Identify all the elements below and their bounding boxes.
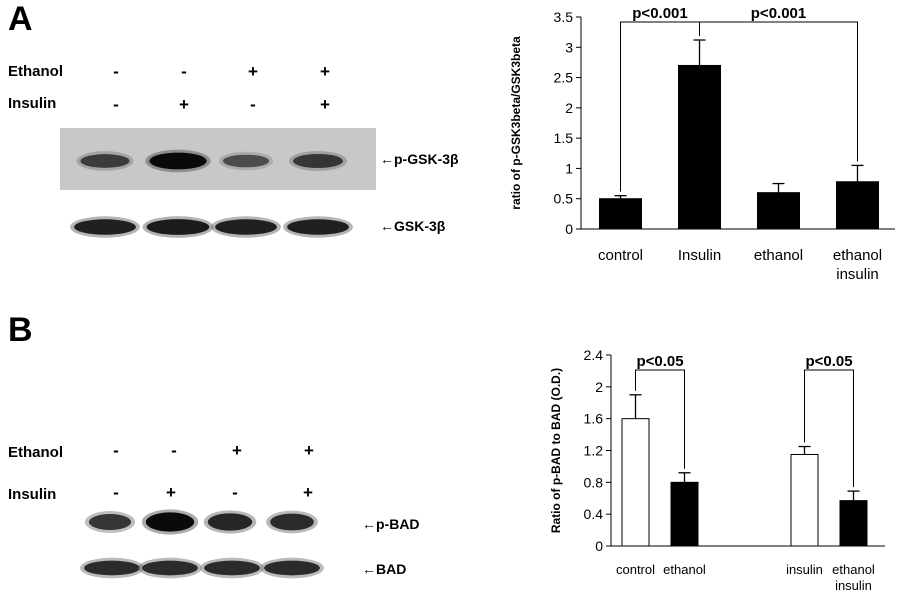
p-gsk3b-blot (76, 149, 347, 173)
x-category-label: insulin (786, 562, 823, 577)
bar-4 (836, 181, 879, 230)
bad-band-1 (84, 560, 140, 576)
panel-b-ethanol-sign-4: + (304, 441, 314, 460)
y-tick-label: 0 (565, 221, 573, 237)
significance-label-1: p<0.05 (636, 353, 683, 370)
y-tick-label: 1.5 (554, 130, 574, 146)
panel-a-ethanol-sign-4: + (320, 62, 330, 81)
bad-ratio-bar-chart: 0 0.4 0.8 1.2 1.6 2 2.4 Ratio of p-BAD to BAD (… (549, 347, 885, 593)
gsk3b-ratio-bar-chart: 0 0.5 1 1.5 2 2.5 3 3.5 ratio of p-GSK3beta/GSK3… (509, 5, 895, 283)
bad-band-3 (204, 560, 260, 576)
y-tick-label: 0 (595, 538, 603, 554)
panel-a-ethanol-sign-3: + (248, 62, 258, 81)
panel-b-ethanol-sign-2: - (171, 441, 177, 460)
gsk3b-band-3 (215, 219, 277, 235)
panel-b-insulin-sign-2: + (166, 483, 176, 502)
p-gsk3b-band-2 (149, 152, 207, 170)
y-tick-label: 3 (565, 39, 573, 55)
p-bad-blot (84, 509, 318, 535)
panel-b-ethanol-label: Ethanol (8, 444, 63, 461)
x-category-label: insulin (836, 266, 879, 283)
significance-bracket-2 (804, 369, 854, 488)
panel-b-ethanol-sign-3: + (232, 441, 242, 460)
bad-band-2 (142, 560, 198, 576)
gsk3b-band-2 (146, 219, 210, 235)
bar-3 (790, 453, 819, 547)
bad-label: ←BAD (362, 561, 407, 577)
panel-a-insulin-sign-1: - (113, 95, 119, 114)
p-gsk3b-band-1 (80, 154, 130, 168)
panel-a-insulin-label: Insulin (8, 95, 57, 112)
gsk3b-label: ←GSK-3β (380, 218, 446, 234)
gsk3b-blot (70, 216, 353, 238)
x-category-label: ethanol (833, 247, 882, 264)
significance-bracket-2 (699, 21, 858, 162)
p-bad-band-3 (207, 513, 253, 531)
y-tick-label: 3.5 (554, 9, 574, 25)
y-tick-label: 2.4 (584, 347, 604, 363)
panel-a-ethanol-label: Ethanol (8, 63, 63, 80)
y-tick-label: 1 (565, 160, 573, 176)
p-bad-band-1 (88, 514, 132, 530)
x-category-label: ethanol (832, 562, 875, 577)
panel-b-insulin-sign-1: - (113, 483, 119, 502)
arrow-left-icon: ← (380, 218, 394, 234)
panel-b-western-blots (80, 509, 324, 579)
y-tick-label: 2.5 (554, 70, 574, 86)
gsk3b-band-1 (74, 219, 136, 235)
panel-a-insulin-sign-4: + (320, 95, 330, 114)
panel-a-ethanol-sign-1: - (113, 62, 119, 81)
arrow-left-icon: ← (362, 516, 376, 532)
gsk3b-band-4 (287, 219, 349, 235)
bar-4 (839, 500, 868, 547)
bar-1 (621, 418, 650, 547)
y-tick-label: 1.6 (584, 411, 604, 427)
y-tick-label: 2 (595, 379, 603, 395)
panel-a-insulin-sign-3: - (250, 95, 256, 114)
panel-b-letter: B (8, 311, 33, 349)
significance-label-2: p<0.05 (805, 353, 852, 370)
significance-label-1: p<0.001 (632, 5, 687, 22)
panel-a-western-blots (60, 128, 376, 238)
panel-a-ethanol-sign-2: - (181, 62, 187, 81)
bar-2 (678, 64, 721, 230)
x-category-label: ethanol (754, 247, 803, 264)
bar-3 (757, 192, 800, 230)
y-tick-label: 0.5 (554, 191, 574, 207)
panel-b-insulin-sign-3: - (232, 483, 238, 502)
significance-label-2: p<0.001 (751, 5, 806, 22)
y-tick-label: 0.4 (584, 506, 604, 522)
x-category-label: insulin (835, 578, 872, 593)
panel-a-letter: A (8, 0, 33, 38)
x-category-label: Insulin (678, 247, 721, 264)
x-category-label: control (598, 247, 643, 264)
x-category-label: control (616, 562, 655, 577)
p-bad-label: ←p-BAD (362, 516, 420, 532)
panel-b-insulin-label: Insulin (8, 486, 57, 503)
arrow-left-icon: ← (380, 151, 394, 167)
p-gsk3b-band-4 (293, 154, 343, 168)
significance-bracket-1 (635, 369, 685, 469)
bar-2 (670, 481, 699, 547)
arrow-left-icon: ← (362, 561, 376, 577)
p-bad-band-2 (145, 512, 195, 532)
y-tick-label: 2 (565, 100, 573, 116)
bad-blot (80, 557, 324, 579)
p-gsk3b-band-3 (222, 154, 270, 168)
p-bad-band-4 (270, 513, 314, 531)
panel-b-insulin-sign-4: + (303, 483, 313, 502)
y-tick-label: 1.2 (584, 443, 604, 459)
bad-band-4 (264, 560, 320, 576)
panel-a-insulin-sign-2: + (179, 95, 189, 114)
bar-1 (599, 198, 642, 230)
p-gsk3b-label: ←p-GSK-3β (380, 151, 459, 167)
y-axis-label: ratio of p-GSK3beta/GSK3beta (509, 36, 523, 210)
y-axis-label: Ratio of p-BAD to BAD (O.D.) (549, 368, 563, 533)
x-category-label: ethanol (663, 562, 706, 577)
y-tick-label: 0.8 (584, 474, 604, 490)
panel-b-ethanol-sign-1: - (113, 441, 119, 460)
